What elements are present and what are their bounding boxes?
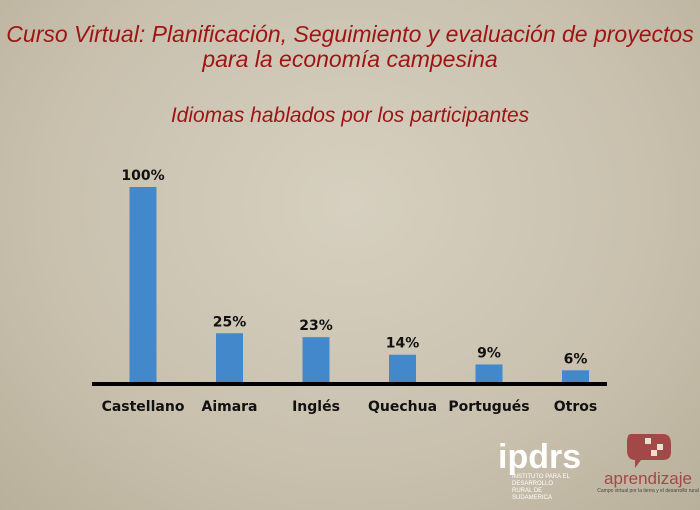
data-label: 6% [564, 351, 588, 367]
category-label: Portugués [448, 399, 529, 415]
page-title: Curso Virtual: Planificación, Seguimient… [6, 21, 694, 72]
speech-bubble-icon [627, 434, 671, 468]
ipdrs-logo: ipdrs INSTITUTO PARA EL DESARROLLO RURAL… [498, 438, 582, 501]
data-label: 14% [386, 336, 420, 352]
category-label: Aimara [201, 399, 257, 415]
chart-title: Idiomas hablados por los participantes [170, 104, 530, 127]
category-label: Otros [554, 399, 597, 415]
bar-quechua [389, 354, 416, 382]
data-label: 100% [121, 168, 164, 184]
bar-inglés [302, 337, 330, 382]
bar-aimara [216, 333, 243, 382]
category-label: Inglés [292, 399, 340, 415]
data-label: 25% [213, 314, 247, 330]
data-label: 9% [477, 345, 501, 361]
data-label: 23% [299, 318, 333, 334]
aprendizaje-logo: aprendizaje Campo virtual por la tierra … [596, 430, 700, 494]
bar-portugués [475, 364, 503, 382]
bar-otros [562, 370, 589, 382]
category-label: Quechua [368, 399, 437, 415]
bar-castellano [129, 187, 157, 382]
category-label: Castellano [102, 399, 185, 415]
